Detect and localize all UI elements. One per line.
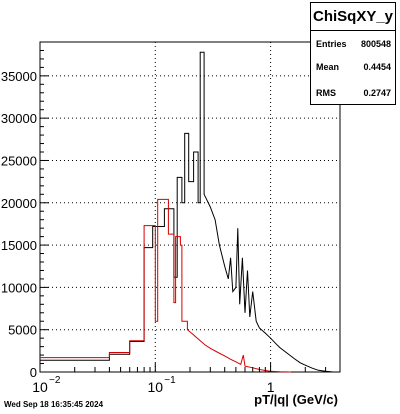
stats-label: RMS (316, 88, 336, 98)
x-tick-label: 10 (148, 379, 164, 395)
y-tick-label: 25000 (1, 153, 37, 168)
x-axis-label: pT/|q| (GeV/c) (254, 392, 338, 407)
stats-row-rms: RMS 0.2747 (316, 85, 391, 101)
x-tick-exponent: −1 (164, 375, 176, 386)
stats-row-entries: Entries 800548 (316, 36, 391, 52)
series-layer (40, 51, 334, 373)
y-tick-label: 30000 (1, 111, 37, 126)
series-line-1 (40, 198, 291, 373)
y-tick-label: 10000 (1, 280, 37, 295)
timestamp: Wed Sep 18 16:35:45 2024 (4, 400, 104, 409)
y-tick-label: 15000 (1, 238, 37, 253)
stats-box: ChiSqXY_y Entries 800548 Mean 0.4454 RMS… (310, 2, 396, 105)
stats-row-mean: Mean 0.4454 (316, 59, 391, 75)
x-tick-exponent: −2 (49, 375, 61, 386)
stats-label: Mean (316, 62, 340, 72)
stats-value: 0.4454 (363, 62, 391, 72)
stats-label: Entries (316, 39, 347, 49)
y-tick-label: 0 (30, 365, 37, 380)
y-tick-label: 35000 (1, 69, 37, 84)
stats-title: ChiSqXY_y (311, 3, 395, 31)
y-tick-label: 5000 (8, 323, 37, 338)
x-tick-label: 1 (267, 379, 275, 395)
plot-frame (39, 41, 341, 373)
y-tick-label: 20000 (1, 196, 37, 211)
stats-value: 800548 (360, 39, 391, 49)
stats-value: 0.2747 (363, 88, 391, 98)
series-line-0 (40, 51, 334, 373)
x-tick-label: 10 (32, 379, 48, 395)
